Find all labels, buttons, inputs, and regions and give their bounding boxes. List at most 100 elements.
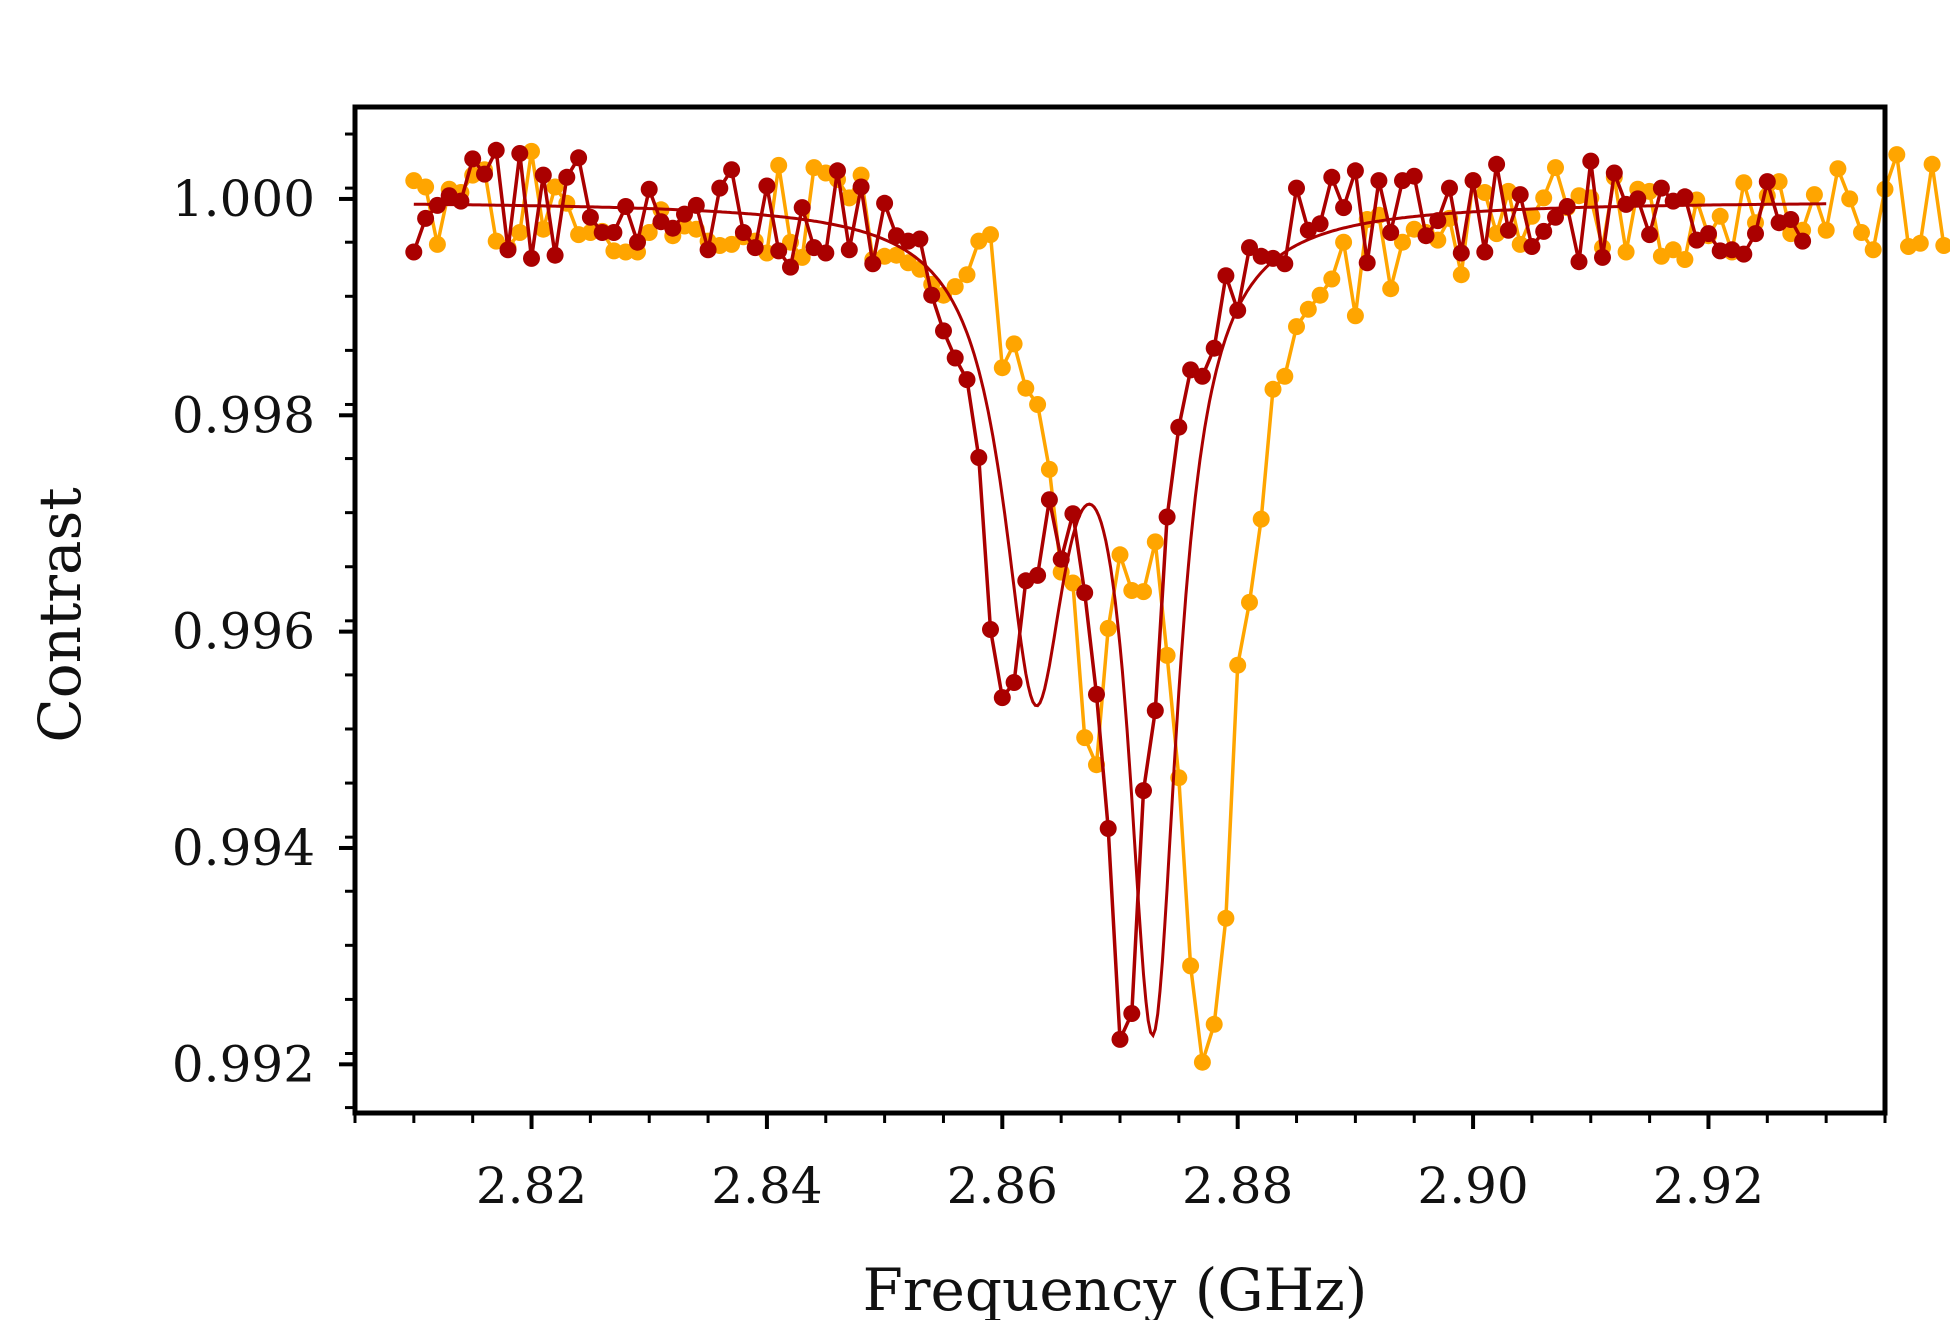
series-0-point-84 xyxy=(1394,233,1411,251)
series-1-point-74 xyxy=(1276,255,1294,273)
series-1-point-65 xyxy=(1170,418,1188,436)
series-1-point-25 xyxy=(699,241,717,259)
series-0-point-119 xyxy=(1805,186,1823,204)
series-1-point-47 xyxy=(958,371,976,389)
series-1-point-97 xyxy=(1547,208,1564,226)
series-1-point-36 xyxy=(829,162,846,180)
x-tick-label: 2.86 xyxy=(947,1157,1058,1215)
series-1-point-95 xyxy=(1523,238,1541,255)
series-1-point-11 xyxy=(534,166,552,184)
series-0-point-76 xyxy=(1299,300,1317,318)
series-1-point-75 xyxy=(1288,179,1305,197)
series-0-point-46 xyxy=(946,278,964,296)
series-1-point-0 xyxy=(405,243,423,261)
series-1-point-92 xyxy=(1488,155,1506,173)
series-1-point-93 xyxy=(1499,221,1517,239)
series-1-point-62 xyxy=(1135,782,1152,800)
series-0-point-56 xyxy=(1064,574,1082,592)
x-tick-label: 2.84 xyxy=(711,1157,822,1215)
series-1-point-51 xyxy=(1005,674,1023,691)
series-1-point-26 xyxy=(711,179,729,197)
series-1-point-60 xyxy=(1111,1030,1129,1048)
series-1-point-79 xyxy=(1335,199,1353,217)
series-1-point-32 xyxy=(782,258,799,276)
series-1-point-59 xyxy=(1099,820,1117,837)
series-1-point-68 xyxy=(1205,339,1223,357)
series-0-point-57 xyxy=(1076,729,1094,747)
series-line-0 xyxy=(412,149,1946,1064)
series-1-point-102 xyxy=(1605,164,1623,182)
series-0-point-120 xyxy=(1817,221,1835,239)
series-1-point-1 xyxy=(417,209,435,227)
series-1-point-43 xyxy=(911,230,929,248)
series-1-point-61 xyxy=(1123,1005,1141,1022)
series-0-point-121 xyxy=(1829,160,1847,178)
series-0-point-77 xyxy=(1311,286,1329,304)
series-1-point-117 xyxy=(1782,211,1800,228)
series-1-point-63 xyxy=(1146,702,1164,720)
series-0-point-52 xyxy=(1017,379,1035,397)
y-axis-label: Contrast xyxy=(26,487,94,742)
series-1-point-40 xyxy=(876,194,894,212)
series-1-point-50 xyxy=(993,689,1011,707)
series-0-point-18 xyxy=(617,243,635,261)
series-0-point-73 xyxy=(1264,380,1282,398)
series-1-point-22 xyxy=(664,219,682,237)
series-1-point-88 xyxy=(1441,179,1458,197)
series-1-point-82 xyxy=(1370,172,1388,190)
series-0-point-89 xyxy=(1452,266,1470,284)
series-1-point-90 xyxy=(1464,172,1482,190)
series-0-point-54 xyxy=(1040,460,1058,478)
series-1-point-13 xyxy=(558,168,576,186)
series-0-point-47 xyxy=(958,266,976,284)
series-1-point-14 xyxy=(570,149,588,167)
series-0-point-37 xyxy=(840,189,858,207)
series-0-point-9 xyxy=(511,224,529,241)
series-0-point-53 xyxy=(1029,396,1047,413)
plot-area xyxy=(405,141,1950,1071)
series-1-point-20 xyxy=(640,180,658,198)
series-0-point-108 xyxy=(1676,251,1694,268)
series-0-point-66 xyxy=(1182,957,1200,975)
series-0-point-67 xyxy=(1193,1053,1211,1071)
y-tick-label: 0.996 xyxy=(172,603,315,661)
series-0-point-111 xyxy=(1711,207,1729,225)
y-tick-label: 1.000 xyxy=(172,170,315,228)
series-1-point-83 xyxy=(1382,224,1400,241)
series-1-point-12 xyxy=(546,246,564,264)
series-0-point-59 xyxy=(1099,619,1117,637)
series-1-point-100 xyxy=(1582,152,1600,170)
series-1-point-91 xyxy=(1476,243,1494,261)
series-1-point-10 xyxy=(523,249,540,267)
series-1-point-30 xyxy=(758,177,776,195)
series-1-point-28 xyxy=(734,224,752,241)
series-1-point-45 xyxy=(935,322,952,340)
series-1-point-16 xyxy=(593,224,611,241)
x-tick-label: 2.90 xyxy=(1417,1157,1528,1215)
series-1-point-4 xyxy=(452,192,470,210)
series-0-point-12 xyxy=(546,178,564,196)
series-0-point-63 xyxy=(1146,533,1164,551)
series-1-point-33 xyxy=(793,199,811,217)
series-0-point-51 xyxy=(1005,335,1023,353)
series-1-point-9 xyxy=(511,145,529,162)
series-0-point-1 xyxy=(417,178,435,196)
series-0-point-123 xyxy=(1853,224,1870,241)
series-1-point-86 xyxy=(1417,227,1435,245)
series-1-point-99 xyxy=(1570,253,1588,271)
x-axis-label: Frequency (GHz) xyxy=(863,1256,1368,1320)
series-1-point-57 xyxy=(1076,584,1094,602)
series-1-point-35 xyxy=(817,244,835,262)
series-0-point-126 xyxy=(1888,146,1906,164)
series-1-point-67 xyxy=(1193,367,1211,385)
series-0-point-64 xyxy=(1158,646,1176,664)
series-1-point-77 xyxy=(1311,215,1329,233)
series-1-point-81 xyxy=(1358,254,1376,272)
x-tick-label: 2.82 xyxy=(476,1157,587,1215)
series-0-point-128 xyxy=(1911,234,1929,252)
series-1-point-15 xyxy=(581,208,599,226)
series-0-point-113 xyxy=(1735,174,1753,192)
series-1-point-31 xyxy=(770,242,788,260)
series-1-point-71 xyxy=(1241,239,1258,257)
series-1-point-44 xyxy=(923,286,941,304)
